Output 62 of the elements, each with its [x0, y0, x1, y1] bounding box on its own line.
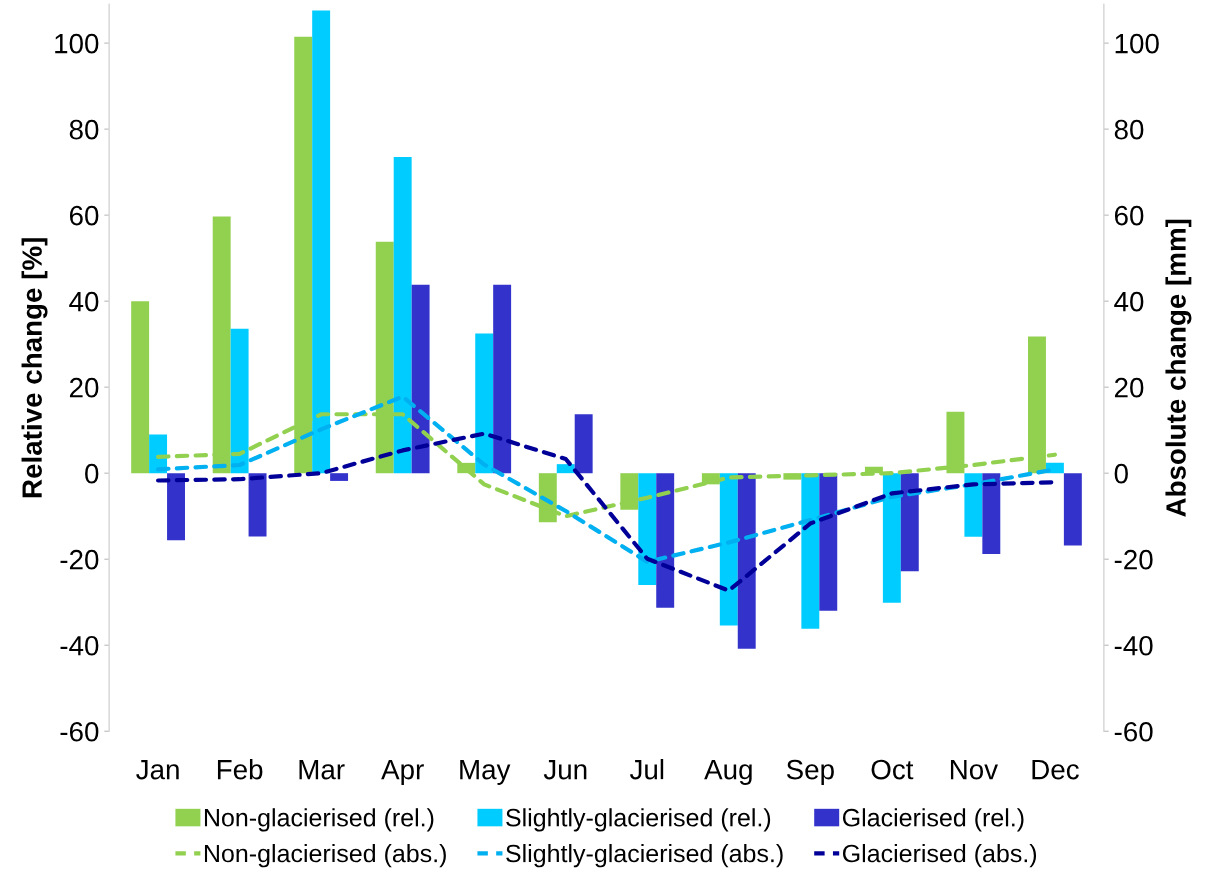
legend-label: Non-glacierised (abs.) [204, 844, 446, 868]
bar [900, 473, 919, 572]
x-tick-label: Mar [299, 760, 345, 780]
x-tick-label: Oct [871, 759, 914, 780]
bar [801, 473, 820, 629]
y2-axis-title: Absolute change [mm] [1165, 219, 1192, 517]
bar [167, 473, 185, 541]
y-tick-label: 60 [69, 205, 99, 226]
bar [574, 414, 593, 474]
y-tick-label: -20 [60, 549, 99, 570]
bar [330, 473, 349, 481]
y2-tick-label: 20 [1114, 377, 1144, 398]
legend-label: Glacierised (abs.) [842, 844, 1037, 868]
bar [982, 473, 1001, 555]
x-tick-label: Apr [381, 760, 424, 785]
bar [556, 464, 575, 474]
y2-tick-label: -20 [1114, 549, 1153, 570]
y-tick-label: 80 [69, 119, 99, 140]
y2-tick-label: 60 [1114, 205, 1144, 226]
bar [1063, 473, 1082, 546]
x-tick-label: Nov [950, 760, 998, 780]
bar [230, 328, 249, 474]
y-tick-label: 40 [69, 291, 99, 312]
y2-tick-label: 0 [1114, 463, 1128, 484]
bar [411, 284, 430, 474]
y-tick-label: 0 [85, 463, 99, 484]
bar [493, 284, 512, 474]
bar [964, 473, 983, 537]
y2-tick-label: 80 [1114, 119, 1144, 140]
legend-label: Slightly-glacierised (rel.) [506, 808, 771, 832]
x-tick-label: Dec [1032, 760, 1079, 780]
x-tick-label: Sep [786, 759, 834, 785]
x-tick-label: Jan [136, 760, 179, 780]
legend-label: Glacierised (rel.) [842, 808, 1024, 832]
y-tick-label: 100 [55, 33, 99, 54]
bar [737, 473, 756, 649]
x-tick-label: Aug [704, 760, 752, 785]
legend-label: Non-glacierised (rel.) [204, 808, 434, 832]
bar [719, 473, 738, 626]
x-tick-label: May [460, 760, 511, 785]
bar [131, 301, 150, 474]
y2-tick-label: -40 [1114, 635, 1153, 656]
x-tick-label: Jul [629, 759, 664, 780]
bar [475, 333, 494, 474]
y2-tick-label: 40 [1114, 291, 1144, 312]
y-tick-label: 20 [69, 377, 99, 398]
y-tick-label: -40 [60, 635, 99, 656]
y-axis-title: Relative change [%] [21, 238, 48, 498]
bar [312, 10, 331, 474]
bar [393, 157, 412, 474]
bar [638, 473, 657, 585]
bar [620, 473, 639, 510]
y2-tick-label: 100 [1115, 33, 1159, 54]
bar [882, 473, 901, 603]
legend-label: Slightly-glacierised (abs.) [506, 844, 783, 868]
x-tick-label: Feb [217, 759, 263, 780]
bar [656, 473, 675, 608]
y2-tick-label: -60 [1114, 721, 1153, 742]
x-tick-label: Jun [543, 760, 587, 780]
bar [819, 473, 838, 611]
bar [248, 473, 267, 537]
y-tick-label: -60 [60, 721, 99, 742]
